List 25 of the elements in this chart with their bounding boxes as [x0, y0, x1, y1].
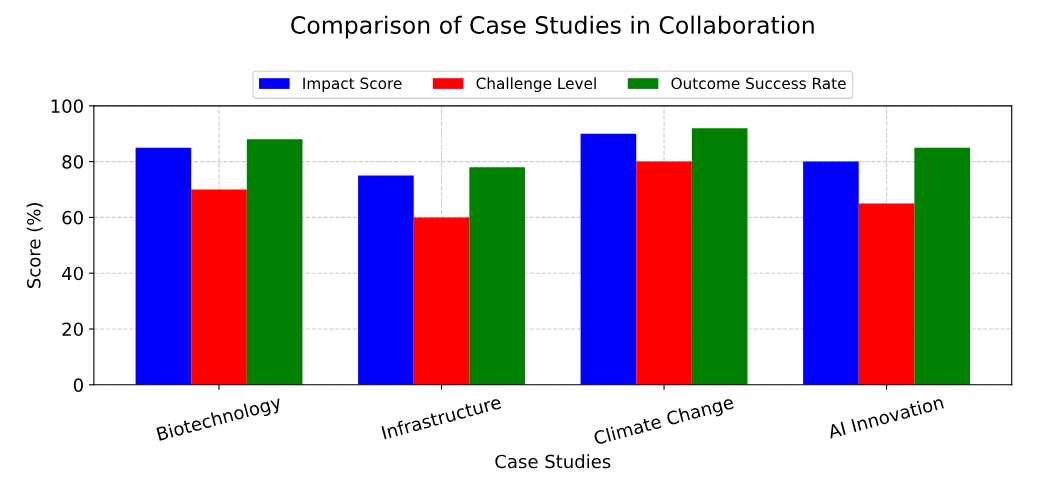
- y-tick-label: 60: [62, 210, 83, 225]
- legend-label: Outcome Success Rate: [671, 77, 846, 90]
- bar: [803, 161, 859, 385]
- y-tick-label: 80: [62, 155, 83, 169]
- bar: [914, 147, 970, 385]
- bar: [858, 203, 915, 385]
- bar: [413, 217, 470, 385]
- legend-label: Challenge Level: [476, 77, 596, 93]
- bar: [358, 175, 414, 385]
- y-tick-label: 100: [51, 99, 83, 113]
- bar: [636, 161, 692, 385]
- bar: [580, 133, 637, 385]
- legend-label: Impact Score: [303, 77, 402, 93]
- bar: [135, 147, 192, 385]
- y-axis-title: Score (%): [26, 203, 43, 288]
- y-tick-label: 40: [62, 266, 83, 281]
- bar: [691, 128, 748, 385]
- chart-title: Comparison of Case Studies in Collaboration: [291, 15, 814, 39]
- x-tick-label: Climate Change: [593, 394, 736, 449]
- bar: [191, 189, 247, 385]
- bar: [246, 139, 303, 385]
- x-axis-title: Case Studies: [495, 454, 611, 469]
- y-tick-label: 0: [73, 378, 83, 392]
- y-tick-label: 20: [62, 322, 83, 337]
- bar: [469, 167, 525, 385]
